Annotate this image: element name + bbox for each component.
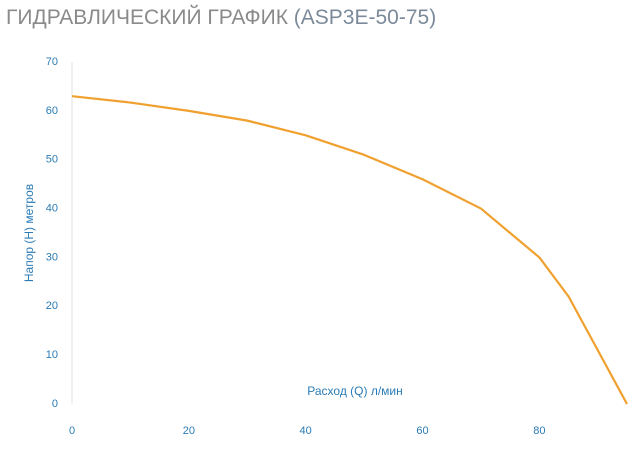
chart-title: ГИДРАВЛИЧЕСКИЙ ГРАФИК (ASP3E-50-75) [6, 5, 436, 29]
y-tick-label: 40 [46, 202, 58, 214]
x-tick-label: 80 [533, 425, 545, 437]
x-axis-label: Расход (Q) л/мин [307, 384, 402, 398]
x-tick-label: 40 [300, 425, 312, 437]
series-line [71, 95, 628, 405]
y-tick-label: 70 [46, 56, 58, 68]
y-tick-label: 30 [46, 251, 58, 263]
x-tick-label: 60 [416, 425, 428, 437]
y-tick-label: 10 [46, 349, 58, 361]
y-tick-label: 60 [46, 105, 58, 117]
x-tick-label: 20 [183, 425, 195, 437]
y-tick-label: 20 [46, 300, 58, 312]
x-tick-label: 0 [69, 425, 75, 437]
y-tick-label: 50 [46, 154, 58, 166]
subtitle: (ASP3E-50-75) [294, 6, 436, 29]
title: ГИДРАВЛИЧЕСКИЙ ГРАФИК [6, 5, 289, 29]
y-axis-label: Напор (H) метров [22, 184, 36, 282]
y-tick-label: 0 [52, 398, 58, 410]
